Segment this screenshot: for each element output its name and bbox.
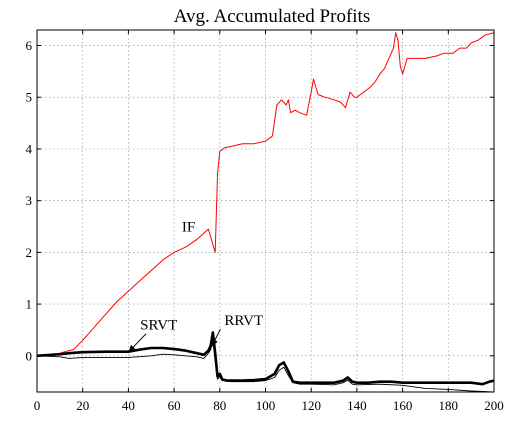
x-tick-label: 0 <box>34 398 41 413</box>
x-tick-label: 100 <box>256 398 276 413</box>
y-tick-label: 6 <box>26 38 33 53</box>
grid-lines <box>37 30 494 392</box>
tick-layer: 0 20 40 60 80 100 120 140 160 180 200 0 1 2 3 4 5 6 <box>26 30 504 413</box>
annotation-label-rrvt: RRVT <box>224 313 263 329</box>
annotation-layer: IF SRVT RRVT <box>128 219 263 353</box>
y-tick-label: 0 <box>26 348 33 363</box>
x-tick-label: 60 <box>168 398 181 413</box>
y-tick-label: 5 <box>26 90 33 105</box>
x-tick-label: 20 <box>76 398 89 413</box>
x-tick-label: 140 <box>347 398 367 413</box>
annotation-arrowhead-rrvt <box>211 338 218 347</box>
x-tick-label: 80 <box>213 398 226 413</box>
series-line-rrvt <box>36 331 495 386</box>
annotation-arrowhead-srvt <box>128 344 136 353</box>
x-tick-label: 40 <box>122 398 135 413</box>
series-line-srvt <box>36 339 495 393</box>
chart-title: Avg. Accumulated Profits <box>174 6 370 27</box>
series-layer <box>36 32 495 393</box>
x-tick-label: 160 <box>393 398 413 413</box>
annotation-label-srvt: SRVT <box>140 318 177 334</box>
series-line-if <box>36 32 495 357</box>
y-tick-label: 4 <box>26 141 33 156</box>
x-tick-label: 200 <box>484 398 504 413</box>
annotation-label-if: IF <box>182 219 195 235</box>
y-tick-label: 1 <box>26 297 33 312</box>
x-tick-label: 180 <box>439 398 459 413</box>
y-tick-label: 3 <box>26 193 33 208</box>
plot-area-frame <box>36 29 495 393</box>
y-tick-label: 2 <box>26 245 33 260</box>
x-tick-label: 120 <box>301 398 321 413</box>
